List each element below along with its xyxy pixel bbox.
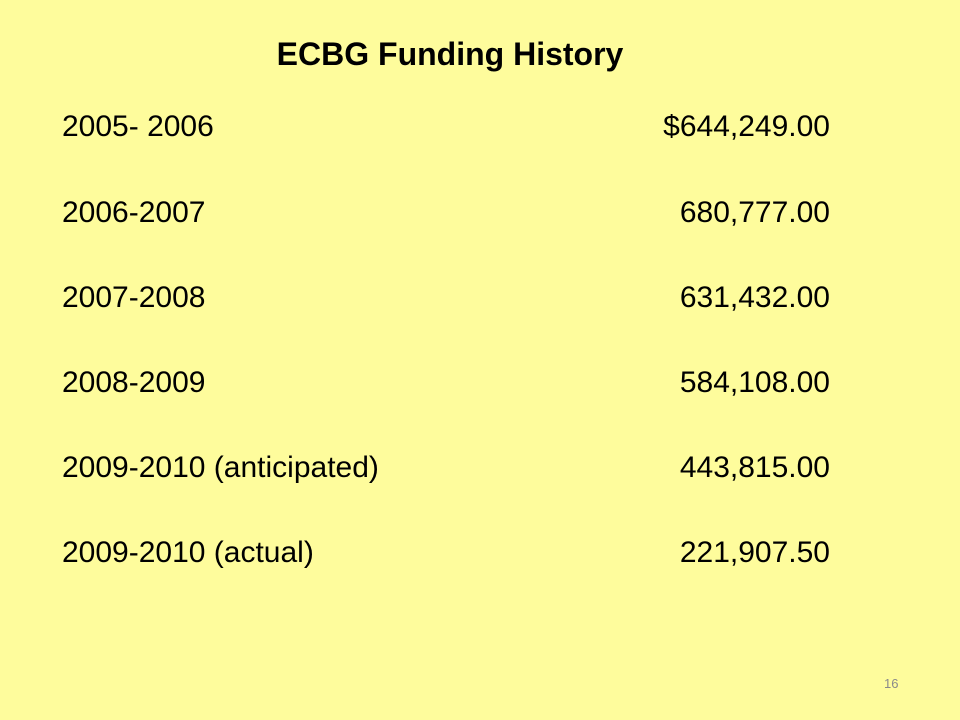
- row-label: 2005- 2006: [62, 110, 214, 143]
- row-value: 631,432.00: [679, 281, 830, 314]
- row-label: 2007-2008: [62, 281, 206, 314]
- row-value: $644,249.00: [663, 110, 830, 143]
- row-label: 2008-2009: [62, 366, 206, 399]
- page-number: 16: [884, 676, 899, 691]
- row-value: 680,777.00: [679, 196, 830, 229]
- row-label: 2006-2007: [62, 196, 206, 229]
- row-label: 2009-2010 (actual): [62, 536, 314, 569]
- row-label: 2009-2010 (anticipated): [62, 451, 379, 484]
- slide-title: ECBG Funding History: [276, 36, 624, 72]
- row-value: 584,108.00: [679, 366, 830, 399]
- row-value: 221,907.50: [679, 536, 830, 569]
- row-value: 443,815.00: [679, 451, 830, 484]
